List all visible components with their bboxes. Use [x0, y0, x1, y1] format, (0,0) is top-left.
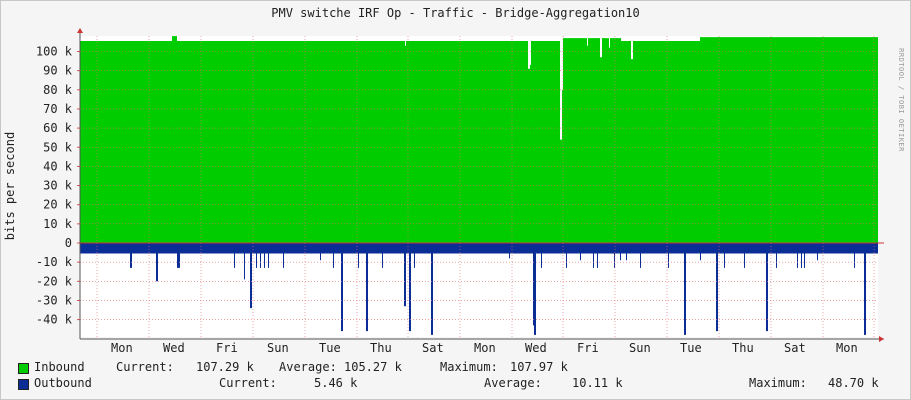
y-tick-label: -30 k [36, 293, 73, 307]
y-tick-label: -40 k [36, 313, 73, 327]
x-tick-label: Sat [784, 341, 806, 355]
y-tick-label: 80 k [43, 83, 73, 97]
inbound-current-label: Current: [116, 360, 174, 374]
y-tick-label: 0 [65, 236, 72, 250]
y-tick-label: -10 k [36, 255, 73, 269]
x-tick-label: Wed [525, 341, 547, 355]
outbound-average-value: 10.11 k [572, 376, 623, 390]
outbound-maximum-value: 48.70 k [828, 376, 879, 390]
y-tick-label: 10 k [43, 217, 73, 231]
outbound-average-label: Average: [484, 376, 542, 390]
x-tick-label: Wed [163, 341, 185, 355]
x-tick-label: Mon [474, 341, 496, 355]
y-tick-label: 40 k [43, 159, 73, 173]
chart-title: PMV switche IRF Op - Traffic - Bridge-Ag… [271, 6, 640, 20]
outbound-current-label: Current: [219, 376, 277, 390]
inbound-current-value: 107.29 k [196, 360, 254, 374]
x-tick-label: Mon [836, 341, 858, 355]
x-tick-label: Mon [111, 341, 133, 355]
outbound-current-value: 5.46 k [314, 376, 358, 390]
x-tick-label: Tue [319, 341, 341, 355]
x-tick-label: Tue [680, 341, 702, 355]
x-tick-label: Fri [216, 341, 238, 355]
x-tick-label: Fri [577, 341, 599, 355]
x-tick-label: Thu [370, 341, 392, 355]
y-tick-label: 50 k [43, 140, 73, 154]
inbound-maximum-value: 107.97 k [510, 360, 568, 374]
outbound-swatch [18, 379, 29, 390]
outbound-label: Outbound [34, 376, 92, 390]
inbound-area [80, 36, 878, 244]
x-tick-label: Sun [267, 341, 289, 355]
y-tick-label: 70 k [43, 102, 73, 116]
x-axis-arrow [879, 336, 884, 342]
y-tick-label: 60 k [43, 121, 73, 135]
y-tick-label: 20 k [43, 198, 73, 212]
y-tick-label: -20 k [36, 274, 73, 288]
x-tick-label: Sun [629, 341, 651, 355]
y-tick-label: 30 k [43, 179, 73, 193]
inbound-maximum-label: Maximum: [440, 360, 498, 374]
inbound-label: Inbound [34, 360, 85, 374]
x-tick-label: Thu [732, 341, 754, 355]
inbound-average-label: Average: [279, 360, 337, 374]
y-tick-label: 100 k [36, 45, 73, 59]
inbound-swatch [18, 363, 29, 374]
x-tick-label: Sat [422, 341, 444, 355]
y-axis-arrow [77, 28, 83, 33]
inbound-average-value: 105.27 k [344, 360, 402, 374]
outbound-maximum-label: Maximum: [749, 376, 807, 390]
outbound-area [80, 243, 878, 335]
y-tick-label: 90 k [43, 64, 73, 78]
